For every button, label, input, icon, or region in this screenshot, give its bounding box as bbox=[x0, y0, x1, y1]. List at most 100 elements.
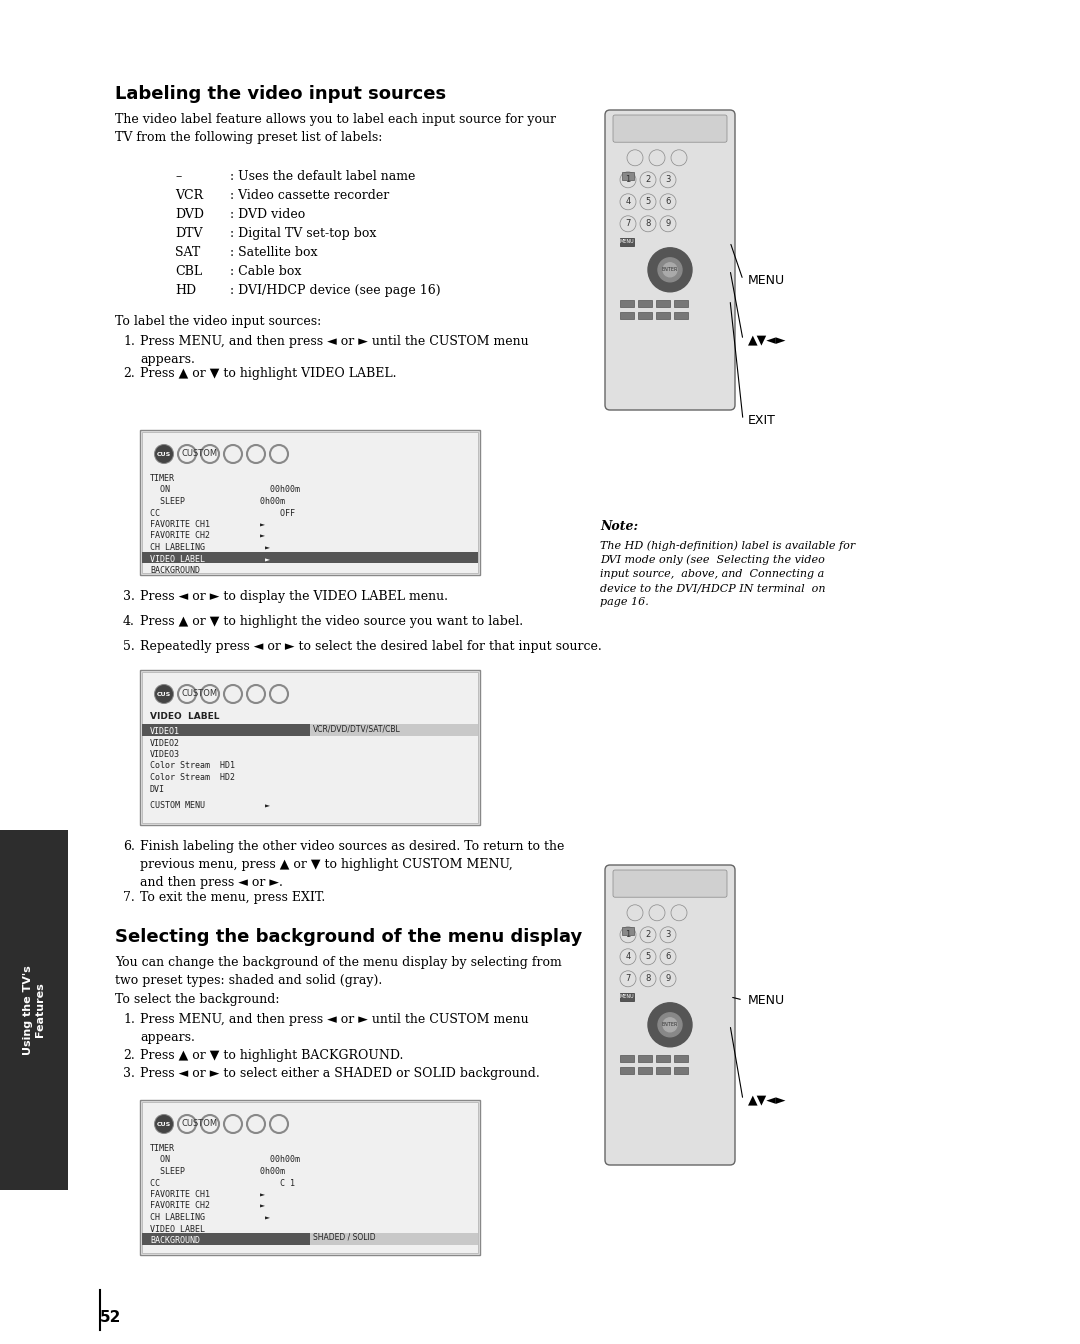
Text: Press ▲ or ▼ to highlight BACKGROUND.: Press ▲ or ▼ to highlight BACKGROUND. bbox=[140, 1050, 403, 1062]
Bar bbox=[620, 1067, 634, 1074]
Text: To exit the menu, press EXIT.: To exit the menu, press EXIT. bbox=[140, 891, 325, 905]
Text: FAVORITE CH2          ►: FAVORITE CH2 ► bbox=[150, 531, 265, 540]
Circle shape bbox=[658, 1013, 681, 1036]
Text: 1: 1 bbox=[625, 175, 631, 184]
Text: Press ▲ or ▼ to highlight VIDEO LABEL.: Press ▲ or ▼ to highlight VIDEO LABEL. bbox=[140, 367, 396, 380]
Bar bbox=[620, 312, 634, 319]
Text: Color Stream  HD1: Color Stream HD1 bbox=[150, 762, 235, 770]
Text: : Cable box: : Cable box bbox=[230, 265, 301, 278]
Text: 1.: 1. bbox=[123, 1013, 135, 1025]
Text: ON                    00h00m: ON 00h00m bbox=[150, 485, 300, 495]
Text: 3: 3 bbox=[665, 175, 671, 184]
Text: CUSTOM: CUSTOM bbox=[181, 449, 217, 458]
Text: 4: 4 bbox=[625, 198, 631, 206]
Text: SAT: SAT bbox=[175, 246, 200, 259]
Circle shape bbox=[156, 445, 173, 462]
Text: BACKGROUND: BACKGROUND bbox=[150, 566, 200, 575]
Circle shape bbox=[663, 263, 677, 277]
Text: ▲▼◄►: ▲▼◄► bbox=[748, 1094, 786, 1106]
Bar bbox=[620, 993, 634, 1001]
Bar bbox=[140, 430, 480, 575]
Circle shape bbox=[648, 247, 692, 292]
Bar bbox=[674, 300, 688, 306]
Bar bbox=[620, 1055, 634, 1062]
Text: Using the TV's
Features: Using the TV's Features bbox=[23, 965, 44, 1055]
Text: FAVORITE CH1          ►: FAVORITE CH1 ► bbox=[150, 520, 265, 530]
Text: Repeatedly press ◄ or ► to select the desired label for that input source.: Repeatedly press ◄ or ► to select the de… bbox=[140, 640, 602, 653]
Text: 4: 4 bbox=[625, 953, 631, 961]
Text: 2.: 2. bbox=[123, 1050, 135, 1062]
Text: DTV: DTV bbox=[175, 227, 203, 241]
Bar bbox=[620, 300, 634, 306]
FancyBboxPatch shape bbox=[605, 110, 735, 410]
Bar bbox=[656, 1055, 670, 1062]
Bar bbox=[622, 927, 634, 935]
Circle shape bbox=[658, 258, 681, 282]
Text: VIDEO2: VIDEO2 bbox=[150, 738, 180, 747]
Bar bbox=[622, 172, 634, 180]
Text: EXIT: EXIT bbox=[748, 414, 775, 426]
Text: 6.: 6. bbox=[123, 840, 135, 853]
Text: SLEEP               0h00m: SLEEP 0h00m bbox=[150, 1167, 285, 1176]
Text: Press ◄ or ► to display the VIDEO LABEL menu.: Press ◄ or ► to display the VIDEO LABEL … bbox=[140, 590, 448, 603]
Text: : Uses the default label name: : Uses the default label name bbox=[230, 169, 416, 183]
Text: MENU: MENU bbox=[620, 239, 634, 245]
Text: CUS: CUS bbox=[157, 1121, 171, 1126]
Bar bbox=[141, 724, 478, 735]
Text: 7: 7 bbox=[625, 219, 631, 228]
Text: Selecting the background of the menu display: Selecting the background of the menu dis… bbox=[114, 927, 582, 946]
Text: 2.: 2. bbox=[123, 367, 135, 380]
Text: CC                        OFF: CC OFF bbox=[150, 508, 295, 517]
Text: VCR: VCR bbox=[175, 190, 203, 202]
Text: : Satellite box: : Satellite box bbox=[230, 246, 318, 259]
FancyBboxPatch shape bbox=[613, 116, 727, 142]
Text: CUSTOM: CUSTOM bbox=[181, 689, 217, 699]
Text: 7: 7 bbox=[625, 974, 631, 984]
Text: 3: 3 bbox=[665, 930, 671, 939]
Text: VIDEO1: VIDEO1 bbox=[150, 727, 180, 737]
Circle shape bbox=[156, 685, 173, 703]
Bar bbox=[638, 300, 652, 306]
Text: Press MENU, and then press ◄ or ► until the CUSTOM menu
appears.: Press MENU, and then press ◄ or ► until … bbox=[140, 1013, 528, 1044]
Text: CUSTOM MENU            ►: CUSTOM MENU ► bbox=[150, 801, 270, 810]
Text: You can change the background of the menu display by selecting from
two preset t: You can change the background of the men… bbox=[114, 956, 562, 986]
Text: 6: 6 bbox=[665, 198, 671, 206]
Text: VIDEO LABEL: VIDEO LABEL bbox=[150, 1224, 205, 1234]
Bar bbox=[140, 1099, 480, 1255]
Text: TIMER: TIMER bbox=[150, 474, 175, 482]
Bar bbox=[140, 671, 480, 825]
Text: Press ▲ or ▼ to highlight the video source you want to label.: Press ▲ or ▼ to highlight the video sour… bbox=[140, 616, 523, 628]
Circle shape bbox=[648, 1003, 692, 1047]
Circle shape bbox=[156, 1116, 173, 1133]
Text: : Digital TV set-top box: : Digital TV set-top box bbox=[230, 227, 376, 241]
Text: Labeling the video input sources: Labeling the video input sources bbox=[114, 85, 446, 103]
Text: TIMER: TIMER bbox=[150, 1144, 175, 1153]
Bar bbox=[674, 1055, 688, 1062]
Text: CUS: CUS bbox=[157, 692, 171, 696]
Bar bbox=[638, 1055, 652, 1062]
Bar bbox=[638, 1067, 652, 1074]
Bar bbox=[656, 1067, 670, 1074]
Text: MENU: MENU bbox=[748, 273, 785, 286]
Text: : Video cassette recorder: : Video cassette recorder bbox=[230, 190, 389, 202]
Text: Note:: Note: bbox=[600, 520, 638, 534]
Text: 5: 5 bbox=[646, 953, 650, 961]
Bar bbox=[656, 312, 670, 319]
Bar bbox=[310, 724, 478, 735]
Text: VCR/DVD/DTV/SAT/CBL: VCR/DVD/DTV/SAT/CBL bbox=[313, 724, 401, 732]
Bar bbox=[674, 312, 688, 319]
Text: 1: 1 bbox=[625, 930, 631, 939]
Text: DVI: DVI bbox=[150, 785, 165, 793]
Text: 2: 2 bbox=[646, 175, 650, 184]
Text: CC                        C 1: CC C 1 bbox=[150, 1179, 295, 1188]
Text: MENU: MENU bbox=[748, 993, 785, 1007]
Text: CH LABELING            ►: CH LABELING ► bbox=[150, 1214, 270, 1222]
Text: MENU: MENU bbox=[620, 995, 634, 1000]
Text: FAVORITE CH1          ►: FAVORITE CH1 ► bbox=[150, 1189, 265, 1199]
FancyBboxPatch shape bbox=[605, 866, 735, 1165]
Text: ENTER: ENTER bbox=[662, 267, 678, 273]
Text: CH LABELING            ►: CH LABELING ► bbox=[150, 543, 270, 552]
Text: ENTER: ENTER bbox=[662, 1023, 678, 1027]
Text: –: – bbox=[175, 169, 181, 183]
Text: CUS: CUS bbox=[157, 452, 171, 457]
